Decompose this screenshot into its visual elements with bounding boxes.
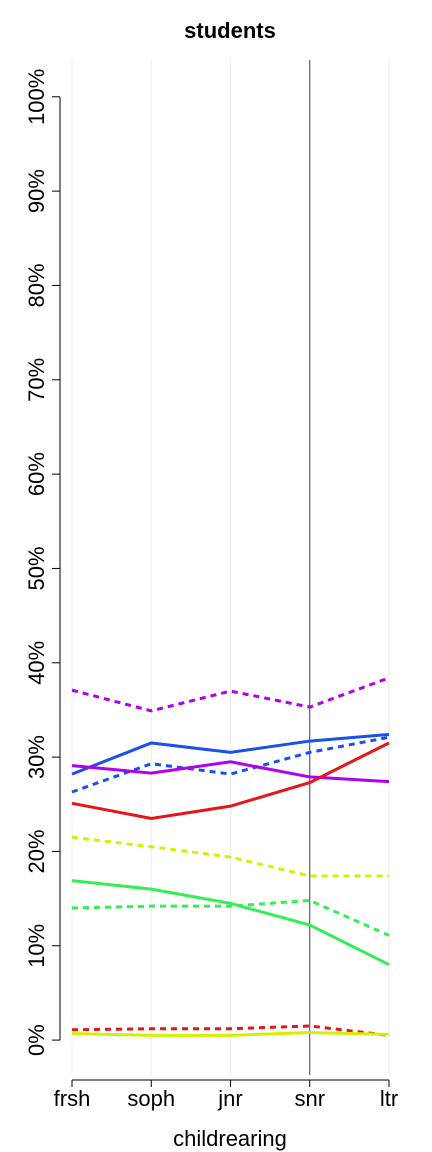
data-line bbox=[71, 760, 390, 784]
y-tick-label: 90% bbox=[24, 169, 49, 213]
y-tick-label: 60% bbox=[24, 452, 49, 496]
data-line bbox=[71, 1031, 390, 1037]
y-tick-label: 100% bbox=[24, 69, 49, 125]
y-tick-label: 20% bbox=[24, 829, 49, 873]
data-line bbox=[71, 732, 390, 776]
x-tick-label: soph bbox=[127, 1086, 175, 1111]
chart-title: students bbox=[184, 18, 276, 43]
x-tick-label: snr bbox=[294, 1086, 325, 1111]
y-tick-label: 30% bbox=[24, 735, 49, 779]
y-tick-label: 70% bbox=[24, 358, 49, 402]
y-tick-label: 50% bbox=[24, 546, 49, 590]
x-tick-label: jnr bbox=[217, 1086, 242, 1111]
y-tick-label: 0% bbox=[24, 1024, 49, 1056]
data-line bbox=[71, 898, 390, 937]
data-line bbox=[71, 835, 389, 878]
data-line bbox=[71, 1024, 390, 1037]
data-line bbox=[71, 735, 390, 794]
x-tick-label: frsh bbox=[54, 1086, 91, 1111]
y-tick-label: 80% bbox=[24, 263, 49, 307]
data-line bbox=[71, 741, 390, 820]
x-tick-label: ltr bbox=[380, 1086, 398, 1111]
y-tick-label: 10% bbox=[24, 924, 49, 968]
y-tick-label: 40% bbox=[24, 641, 49, 685]
x-axis-label: childrearing bbox=[173, 1126, 287, 1151]
data-line bbox=[71, 879, 390, 966]
